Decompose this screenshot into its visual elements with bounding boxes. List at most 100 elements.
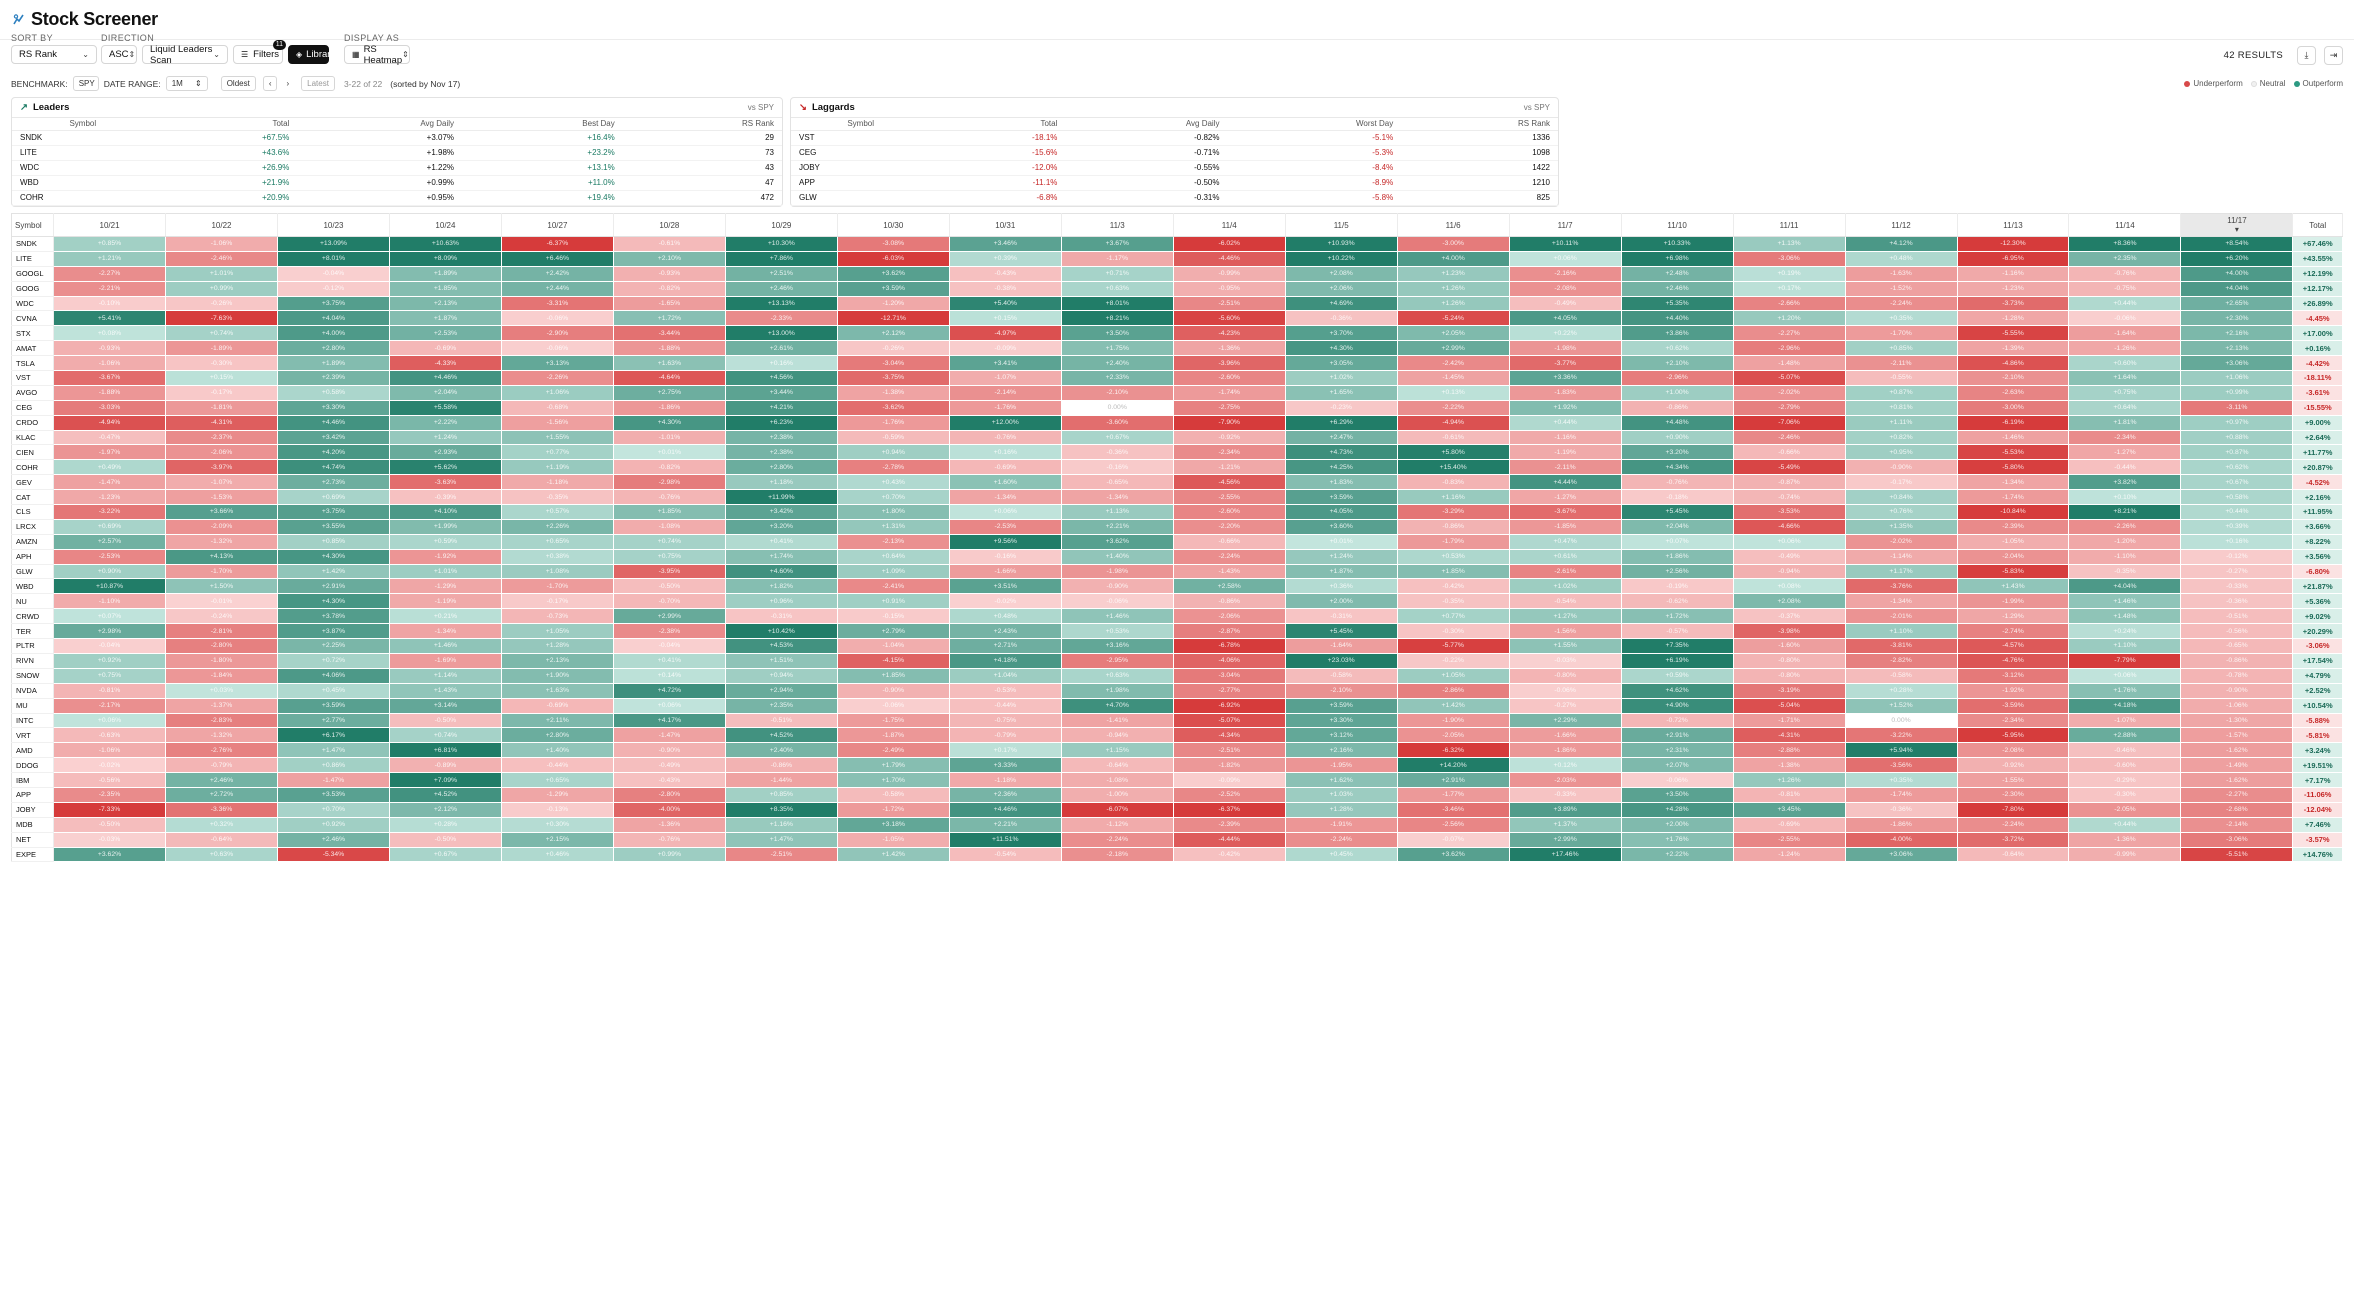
heatmap-cell[interactable]: -3.46% xyxy=(1397,802,1510,818)
heatmap-cell[interactable]: +3.20% xyxy=(725,519,838,535)
filters-button[interactable]: ☰ Filters 11 xyxy=(233,40,286,64)
heatmap-cell[interactable]: -4.31% xyxy=(165,415,278,431)
heatmap-cell[interactable]: -1.46% xyxy=(1957,430,2070,446)
heatmap-row[interactable]: VST -3.67% +0.15% +2.39% +4.46% -2.26% -4.64% +… xyxy=(11,370,2343,386)
heatmap-cell[interactable]: +3.62% xyxy=(53,847,167,863)
heatmap-cell[interactable]: +4.00% xyxy=(2180,266,2294,282)
heatmap-cell[interactable]: -1.70% xyxy=(1845,325,1958,342)
heatmap-row[interactable]: COHR +0.49% -3.97% +4.74% +5.62% +1.19% -0.82%… xyxy=(11,459,2343,476)
heatmap-cell[interactable]: -6.37% xyxy=(1173,802,1286,818)
heatmap-cell[interactable]: -1.10% xyxy=(2068,549,2182,565)
heatmap-cell[interactable]: +8.21% xyxy=(1061,310,1174,327)
heatmap-cell[interactable]: +3.12% xyxy=(1285,727,1398,744)
heatmap-cell[interactable]: -2.83% xyxy=(165,713,278,729)
heatmap-cell[interactable]: -1.05% xyxy=(1957,534,2070,550)
heatmap-cell[interactable]: +10.30% xyxy=(725,236,838,252)
heatmap-cell[interactable]: -6.78% xyxy=(1173,638,1286,654)
symbol-cell[interactable]: SNOW xyxy=(11,668,55,684)
heatmap-cell[interactable]: +0.63% xyxy=(165,847,278,863)
heatmap-row[interactable]: GLW +0.90% -1.70% +1.42% +1.01% +1.08% -3.95% +… xyxy=(11,564,2343,580)
heatmap-cell[interactable]: +2.58% xyxy=(1173,578,1286,595)
heatmap-cell[interactable]: -1.53% xyxy=(165,489,278,506)
symbol-cell[interactable]: TSLA xyxy=(11,355,55,372)
heatmap-cell[interactable]: +1.10% xyxy=(1845,623,1958,640)
heatmap-cell[interactable]: -2.24% xyxy=(1061,832,1174,848)
heatmap-cell[interactable]: -1.86% xyxy=(1845,817,1958,833)
heatmap-cell[interactable]: +14.20% xyxy=(1397,757,1510,774)
heatmap-cell[interactable]: +4.30% xyxy=(277,549,390,565)
heatmap-cell[interactable]: -3.76% xyxy=(1845,578,1958,595)
heatmap-cell[interactable]: +1.65% xyxy=(1285,385,1398,401)
heatmap-cell[interactable]: +13.13% xyxy=(725,296,838,312)
heatmap-cell[interactable]: -2.34% xyxy=(1173,444,1286,461)
column-header[interactable]: Avg Daily xyxy=(1065,118,1228,131)
heatmap-cell[interactable]: -0.38% xyxy=(949,281,1062,297)
heatmap-cell[interactable]: +0.77% xyxy=(1397,608,1510,625)
heatmap-cell[interactable]: +0.85% xyxy=(725,787,838,803)
heatmap-cell[interactable]: +2.15% xyxy=(501,832,614,848)
heatmap-cell[interactable]: +0.94% xyxy=(725,668,838,684)
heatmap-cell[interactable]: -1.70% xyxy=(501,578,614,595)
heatmap-cell[interactable]: +1.23% xyxy=(1397,266,1510,282)
heatmap-cell[interactable]: +1.82% xyxy=(725,578,838,595)
heatmap-cell[interactable]: +6.20% xyxy=(2180,251,2294,267)
heatmap-row[interactable]: NU -1.10% -0.01% +4.30% -1.19% -0.17% -0.70% +0… xyxy=(11,593,2343,610)
heatmap-cell[interactable]: +0.99% xyxy=(165,281,278,297)
heatmap-cell[interactable]: -1.34% xyxy=(949,489,1062,506)
heatmap-cell[interactable]: -0.65% xyxy=(1061,474,1174,491)
heatmap-cell[interactable]: -2.37% xyxy=(165,430,278,446)
heatmap-cell[interactable]: -1.74% xyxy=(1845,787,1958,803)
heatmap-cell[interactable]: +3.55% xyxy=(277,519,390,535)
heatmap-cell[interactable]: +0.41% xyxy=(725,534,838,550)
heatmap-cell[interactable]: -0.76% xyxy=(613,832,726,848)
heatmap-cell[interactable]: -4.23% xyxy=(1173,325,1286,342)
heatmap-cell[interactable]: +1.72% xyxy=(1621,608,1734,625)
heatmap-cell[interactable]: -0.42% xyxy=(1173,847,1286,863)
heatmap-cell[interactable]: -3.67% xyxy=(53,370,167,386)
heatmap-cell[interactable]: -1.56% xyxy=(1509,623,1622,640)
heatmap-cell[interactable]: +1.06% xyxy=(501,385,614,401)
heatmap-cell[interactable]: -1.34% xyxy=(389,623,502,640)
heatmap-cell[interactable]: -2.78% xyxy=(837,459,950,476)
heatmap-cell[interactable]: +3.13% xyxy=(501,355,614,372)
symbol-cell[interactable]: GEV xyxy=(11,474,55,491)
heatmap-cell[interactable]: -1.20% xyxy=(2068,534,2182,550)
heatmap-cell[interactable]: -0.64% xyxy=(165,832,278,848)
heatmap-cell[interactable]: +4.00% xyxy=(277,325,390,342)
heatmap-cell[interactable]: -3.63% xyxy=(389,474,502,491)
heatmap-cell[interactable]: -2.08% xyxy=(1957,742,2070,759)
heatmap-cell[interactable]: +5.58% xyxy=(389,400,502,416)
heatmap-cell[interactable]: -0.81% xyxy=(53,683,167,699)
heatmap-cell[interactable]: -0.51% xyxy=(2180,608,2294,625)
symbol-cell[interactable]: APP xyxy=(11,787,55,803)
heatmap-cell[interactable]: -3.36% xyxy=(165,802,278,818)
heatmap-cell[interactable]: +2.40% xyxy=(725,742,838,759)
heatmap-cell[interactable]: -1.84% xyxy=(165,668,278,684)
heatmap-cell[interactable]: -1.37% xyxy=(165,698,278,714)
heatmap-cell[interactable]: -0.76% xyxy=(613,489,726,506)
heatmap-cell[interactable]: +2.94% xyxy=(725,683,838,699)
heatmap-cell[interactable]: +0.72% xyxy=(277,653,390,669)
heatmap-cell[interactable]: -0.33% xyxy=(2180,578,2294,595)
heatmap-cell[interactable]: -2.90% xyxy=(501,325,614,342)
heatmap-cell[interactable]: -2.41% xyxy=(837,578,950,595)
heatmap-cell[interactable]: +0.74% xyxy=(613,534,726,550)
heatmap-cell[interactable]: -2.80% xyxy=(613,787,726,803)
heatmap-cell[interactable]: -0.04% xyxy=(53,638,167,654)
column-header-symbol[interactable]: Symbol xyxy=(11,213,55,237)
heatmap-cell[interactable]: +10.33% xyxy=(1621,236,1734,252)
latest-button[interactable]: Latest xyxy=(301,76,335,91)
heatmap-cell[interactable]: -1.63% xyxy=(1845,266,1958,282)
heatmap-cell[interactable]: -4.15% xyxy=(837,653,950,669)
symbol-cell[interactable]: RIVN xyxy=(11,653,55,669)
heatmap-cell[interactable]: +6.81% xyxy=(389,742,502,759)
heatmap-cell[interactable]: -1.47% xyxy=(277,772,390,788)
heatmap-cell[interactable]: -0.70% xyxy=(613,593,726,610)
heatmap-cell[interactable]: +0.45% xyxy=(1285,847,1398,863)
heatmap-cell[interactable]: +1.85% xyxy=(613,504,726,520)
heatmap-cell[interactable]: +1.15% xyxy=(1061,742,1174,759)
heatmap-cell[interactable]: +6.29% xyxy=(1285,415,1398,431)
heatmap-cell[interactable]: +0.85% xyxy=(1845,340,1958,357)
heatmap-cell[interactable]: -0.57% xyxy=(1621,623,1734,640)
heatmap-cell[interactable]: +4.90% xyxy=(1621,698,1734,714)
